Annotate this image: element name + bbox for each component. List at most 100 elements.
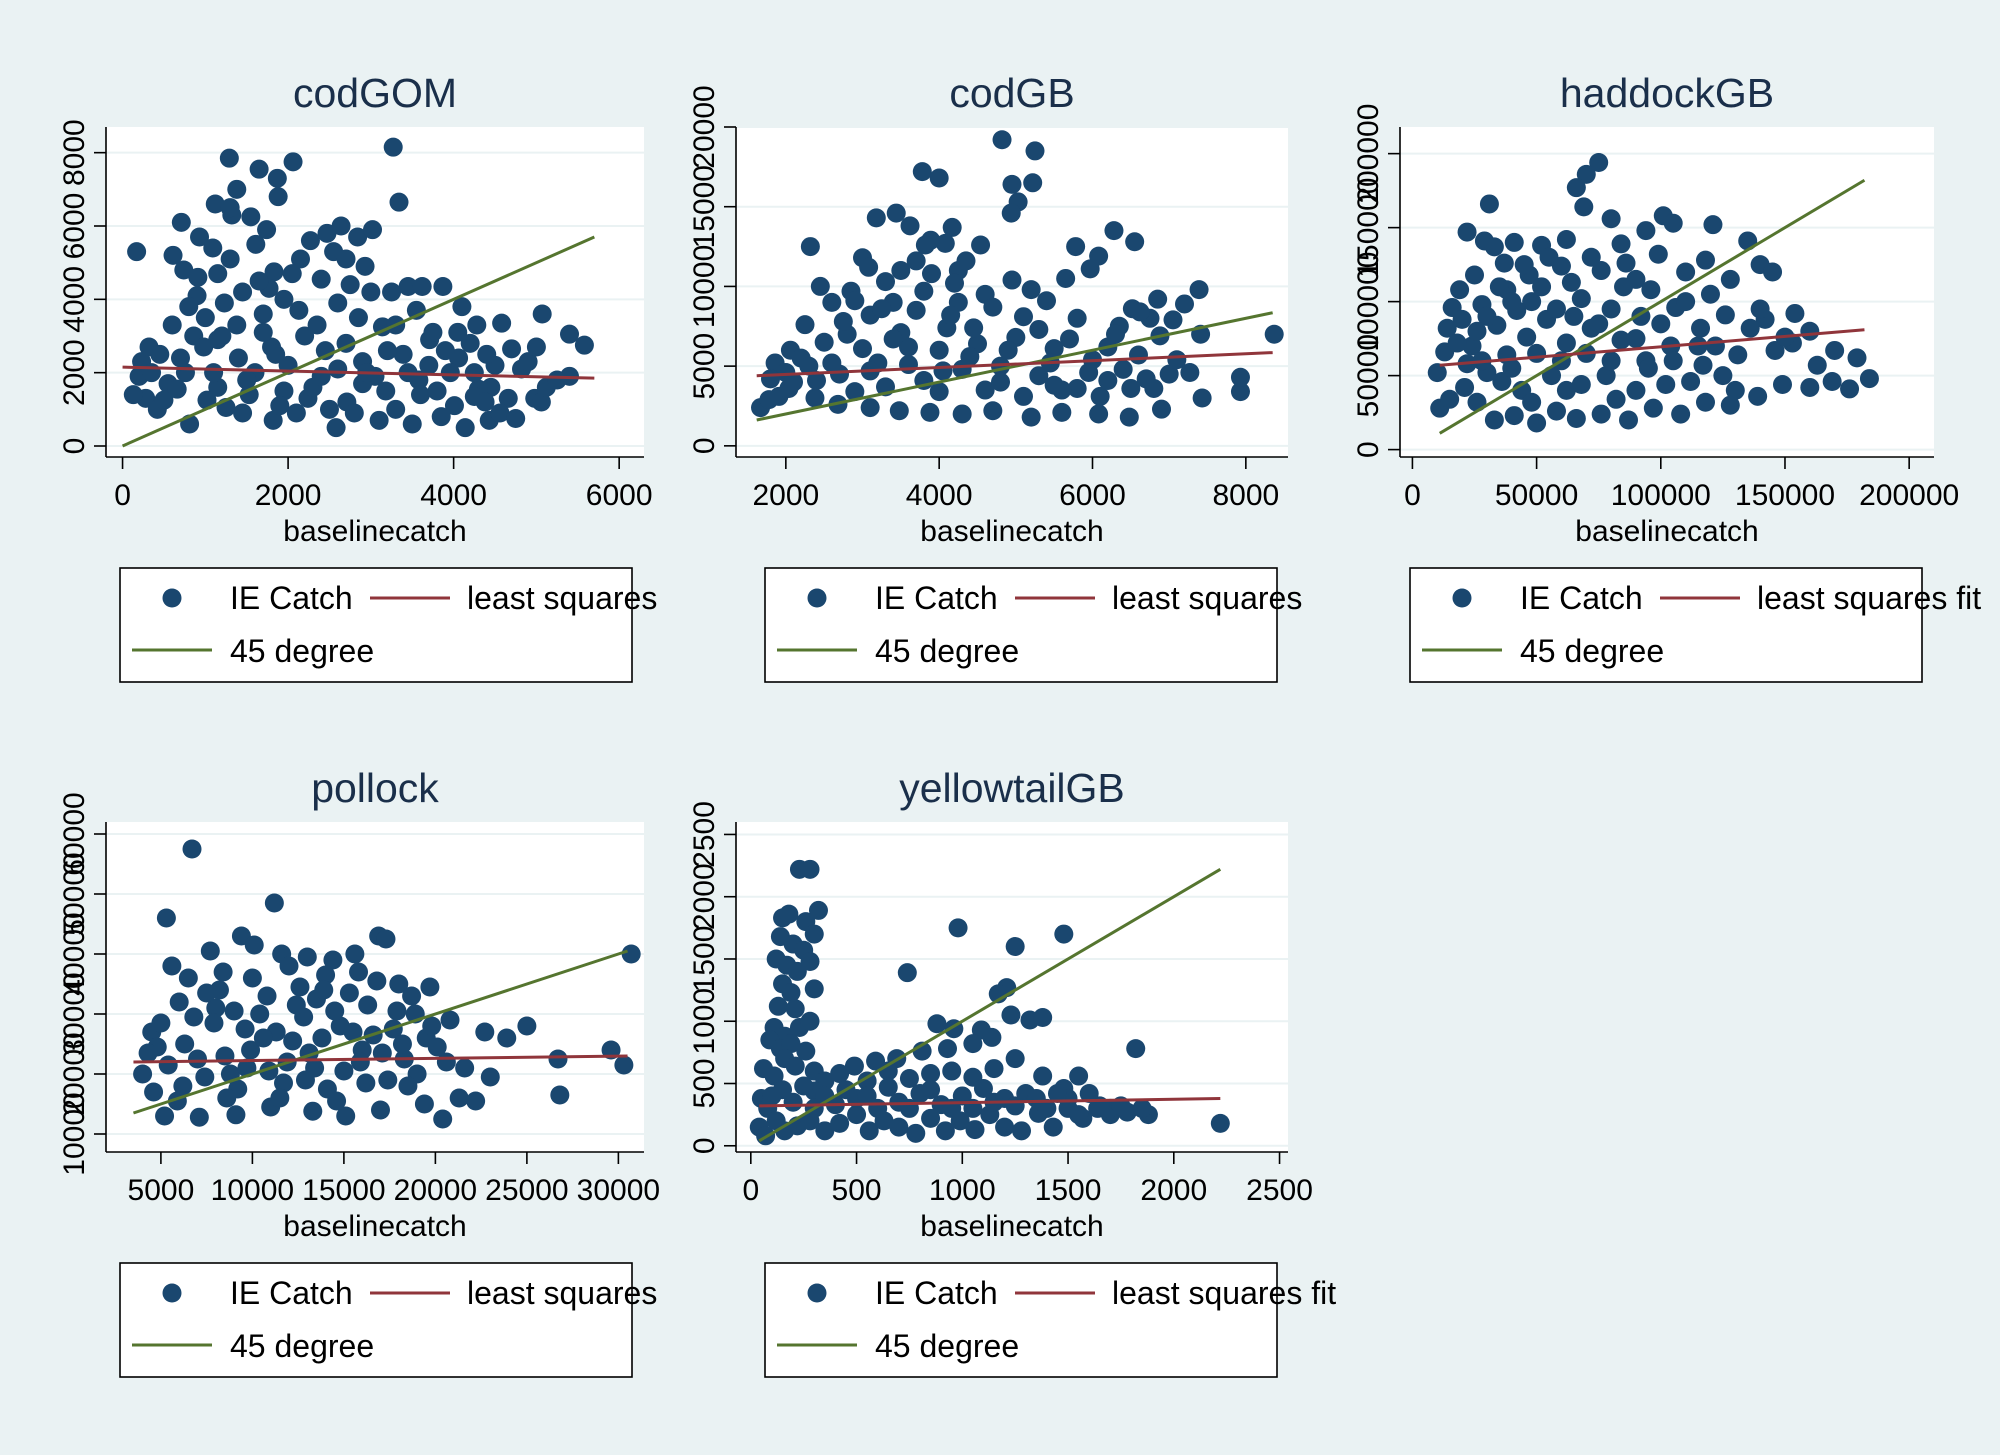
data-point [808,900,828,920]
data-point [1800,321,1820,341]
data-point [531,392,551,412]
data-point [345,944,365,964]
data-point [807,370,826,390]
data-point [800,859,820,879]
data-point [779,904,799,924]
data-point [1514,255,1534,275]
data-point [249,271,269,291]
data-point [460,333,480,353]
data-point [1601,209,1621,229]
data-point [173,1076,193,1096]
data-point [178,968,198,988]
data-point [377,341,397,361]
data-point [872,299,892,319]
data-point [1005,1096,1025,1116]
legend-marker-swatch [1452,588,1472,608]
data-point [1029,319,1049,339]
data-point [1571,289,1591,309]
data-point [952,1086,972,1106]
data-point [1025,141,1045,161]
data-point [283,1031,303,1051]
y-tick-label: 200000 [1352,104,1385,204]
data-point [383,137,403,157]
data-point [264,893,284,913]
data-point [1452,309,1472,329]
data-point [965,1120,985,1140]
data-point [200,941,220,961]
data-point [204,1013,224,1033]
data-point [1129,345,1148,365]
data-point [1626,329,1646,349]
data-point [1054,924,1074,944]
data-point [1651,314,1671,334]
data-point [822,353,842,373]
data-point [170,348,190,368]
data-point [876,272,895,292]
data-point [227,315,247,335]
data-point [427,1037,447,1057]
data-point [1447,333,1467,353]
data-point [560,324,580,344]
data-point [227,179,247,199]
data-point [1663,213,1683,233]
data-point [886,203,906,223]
data-point [274,1073,294,1093]
data-point [1079,1083,1099,1103]
y-tick-label: 50000 [1352,334,1385,417]
data-point [1119,407,1139,427]
data-point [274,381,294,401]
data-point [1800,377,1820,397]
data-point [945,273,964,293]
legend-box [1409,567,1923,683]
data-point [814,332,834,352]
data-point [156,908,176,928]
data-point [1691,318,1711,338]
data-point [283,152,303,172]
data-point [264,262,284,282]
x-tick-label: 1000 [929,1174,996,1207]
data-point [213,962,233,982]
data-point [1044,339,1064,359]
x-tick-label: 10000 [211,1174,294,1207]
legend-label-marker: IE Catch [875,1275,998,1311]
data-point [781,983,801,1003]
x-tick-label: 0 [1404,479,1421,512]
data-point [295,326,315,346]
data-point [1069,1066,1089,1086]
data-point [467,315,487,335]
legend-label-diag: 45 degree [875,633,1019,669]
data-point [475,392,495,412]
data-point [922,264,941,284]
data-point [1098,370,1118,390]
data-point [762,1086,782,1106]
data-point [358,995,378,1015]
data-point [212,326,232,346]
y-tick-label: 150000 [1352,178,1385,278]
data-point [336,1106,356,1126]
data-point [574,335,594,355]
data-point [286,995,306,1015]
x-tick-label: 0 [742,1174,759,1207]
data-point [154,390,174,410]
data-point [249,159,269,179]
data-point [929,382,949,402]
data-point [889,401,909,421]
y-tick-label: 0 [688,437,721,454]
data-point [348,227,368,247]
x-tick-label: 25000 [485,1174,568,1207]
data-point [857,1086,877,1106]
data-point [1581,247,1601,267]
chart-title: pollock [311,765,439,811]
data-point [274,289,294,309]
data-point [526,337,546,357]
legend: IE Catch least squares fit 45 degree [764,1262,1336,1378]
data-point [127,242,147,262]
data-point [241,1040,261,1060]
data-point [1695,392,1715,412]
data-point [339,983,359,1003]
data-point [370,1100,390,1120]
data-point [239,385,259,405]
